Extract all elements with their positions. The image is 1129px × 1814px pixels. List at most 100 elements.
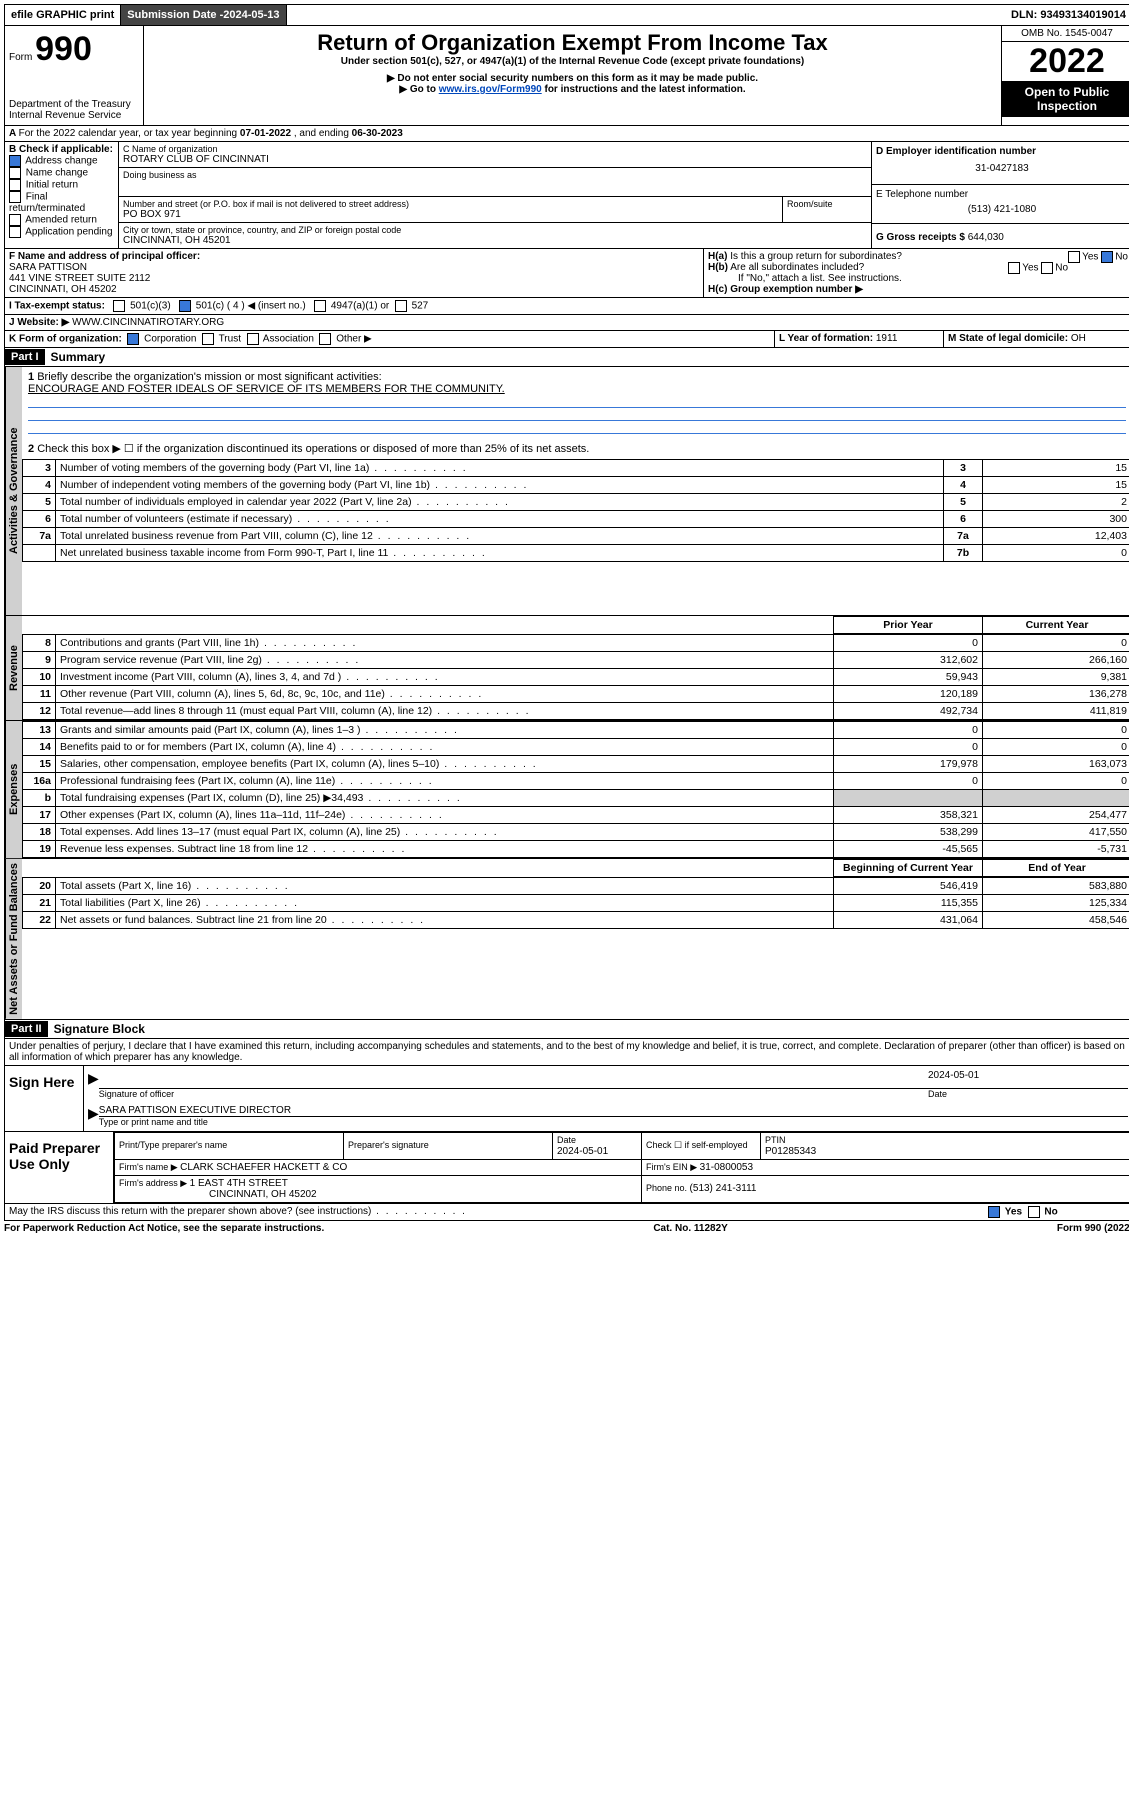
phone-label: E Telephone number <box>876 189 1128 200</box>
chk-application-pending[interactable] <box>9 226 21 238</box>
pra-notice: For Paperwork Reduction Act Notice, see … <box>4 1223 324 1234</box>
chk-discuss-yes[interactable] <box>988 1206 1000 1218</box>
form-header: Form 990 Department of the Treasury Inte… <box>4 26 1129 126</box>
open-public-badge: Open to Public Inspection <box>1002 81 1129 117</box>
vlabel-activities: Activities & Governance <box>5 367 22 615</box>
form-title: Return of Organization Exempt From Incom… <box>148 30 997 56</box>
paid-preparer-label: Paid Preparer Use Only <box>5 1132 114 1203</box>
sig-officer-label: Signature of officer <box>99 1089 920 1099</box>
ein-label: D Employer identification number <box>876 146 1036 157</box>
paid-preparer-block: Paid Preparer Use Only Print/Type prepar… <box>4 1132 1129 1204</box>
state-domicile: OH <box>1071 333 1086 344</box>
part1-header: Part I Summary <box>4 348 1129 367</box>
year-formation: 1911 <box>876 333 898 344</box>
form-number: 990 <box>35 30 92 68</box>
h-a: H(a) Is this a group return for subordin… <box>708 251 1128 262</box>
subtitle-1: Under section 501(c), 527, or 4947(a)(1)… <box>148 56 997 67</box>
box-c: C Name of organization ROTARY CLUB OF CI… <box>119 142 871 248</box>
street-address: PO BOX 971 <box>123 209 778 220</box>
chk-ha-yes[interactable] <box>1068 251 1080 263</box>
city-label: City or town, state or province, country… <box>123 225 867 235</box>
chk-amended[interactable] <box>9 214 21 226</box>
org-name: ROTARY CLUB OF CINCINNATI <box>123 154 867 165</box>
part2-header: Part II Signature Block <box>4 1020 1129 1039</box>
officer-name: SARA PATTISON <box>9 262 699 273</box>
dept-treasury: Department of the Treasury <box>9 99 139 110</box>
table-net-head: Beginning of Current YearEnd of Year <box>22 859 1129 877</box>
chk-other[interactable] <box>319 333 331 345</box>
room-suite: Room/suite <box>782 197 871 222</box>
firm-addr2: CINCINNATI, OH 45202 <box>119 1189 317 1200</box>
type-name-label: Type or print name and title <box>99 1117 1128 1127</box>
officer-addr1: 441 VINE STREET SUITE 2112 <box>9 273 699 284</box>
subtitle-3: ▶ Go to www.irs.gov/Form990 for instruct… <box>148 84 997 95</box>
vlabel-net: Net Assets or Fund Balances <box>5 859 22 1019</box>
vlabel-revenue: Revenue <box>5 616 22 720</box>
q2-label: Check this box ▶ ☐ if the organization d… <box>37 443 589 455</box>
chk-corp[interactable] <box>127 333 139 345</box>
prep-name-label: Print/Type preparer's name <box>119 1140 227 1150</box>
summary-block: Activities & Governance 1 Briefly descri… <box>4 367 1129 616</box>
sig-date-label: Date <box>920 1089 1128 1099</box>
table-activities: 3Number of voting members of the governi… <box>22 459 1129 562</box>
page-footer: For Paperwork Reduction Act Notice, see … <box>4 1221 1129 1236</box>
chk-527[interactable] <box>395 300 407 312</box>
sign-here-label: Sign Here <box>5 1066 84 1131</box>
sign-date: 2024-05-01 <box>920 1070 1128 1089</box>
chk-4947[interactable] <box>314 300 326 312</box>
declaration-text: Under penalties of perjury, I declare th… <box>4 1039 1129 1066</box>
chk-501c[interactable] <box>179 300 191 312</box>
line-j: J Website: ▶ WWW.CINCINNATIROTARY.ORG <box>4 315 1129 331</box>
line-a: A For the 2022 calendar year, or tax yea… <box>4 126 1129 142</box>
form-ref: Form 990 (2022) <box>1057 1223 1129 1234</box>
table-revenue: 8Contributions and grants (Part VIII, li… <box>22 634 1129 720</box>
vlabel-expenses: Expenses <box>5 721 22 858</box>
expenses-block: Expenses 13Grants and similar amounts pa… <box>4 721 1129 859</box>
chk-assoc[interactable] <box>247 333 259 345</box>
chk-501c3[interactable] <box>113 300 125 312</box>
ein-value: 31-0427183 <box>876 157 1128 180</box>
chk-address-change[interactable] <box>9 155 21 167</box>
h-b-note: If "No," attach a list. See instructions… <box>708 273 1128 284</box>
submission-date: Submission Date - 2024-05-13 <box>121 5 286 25</box>
firm-phone: (513) 241-3111 <box>690 1183 757 1194</box>
gross-receipts-value: 644,030 <box>968 232 1004 243</box>
chk-final-return[interactable] <box>9 191 21 203</box>
subtitle-2: ▶ Do not enter social security numbers o… <box>148 73 997 84</box>
officer-name-title: SARA PATTISON EXECUTIVE DIRECTOR <box>99 1105 1128 1117</box>
box-deg: D Employer identification number 31-0427… <box>871 142 1129 248</box>
org-name-label: C Name of organization <box>123 144 867 154</box>
tax-year: 2022 <box>1002 42 1129 81</box>
firm-addr1: 1 EAST 4TH STREET <box>190 1178 288 1189</box>
phone-value: (513) 421-1080 <box>876 200 1128 219</box>
top-bar: efile GRAPHIC print Submission Date - 20… <box>4 4 1129 26</box>
line-klm: K Form of organization: Corporation Trus… <box>4 331 1129 348</box>
box-b: B Check if applicable: Address change Na… <box>5 142 119 248</box>
chk-hb-no[interactable] <box>1041 262 1053 274</box>
form-word: Form <box>9 52 32 63</box>
chk-trust[interactable] <box>202 333 214 345</box>
chk-hb-yes[interactable] <box>1008 262 1020 274</box>
firm-ein: 31-0800053 <box>700 1162 753 1173</box>
officer-addr2: CINCINNATI, OH 45202 <box>9 284 699 295</box>
chk-name-change[interactable] <box>9 167 21 179</box>
dln: DLN: 93493134019014 <box>1005 5 1129 25</box>
officer-label: F Name and address of principal officer: <box>9 251 200 262</box>
officer-block: F Name and address of principal officer:… <box>4 249 1129 298</box>
chk-initial-return[interactable] <box>9 179 21 191</box>
revenue-block: Revenue Prior YearCurrent Year 8Contribu… <box>4 616 1129 721</box>
website-url: WWW.CINCINNATIROTARY.ORG <box>72 317 224 328</box>
h-b: H(b) Are all subordinates included? Yes … <box>708 262 1128 273</box>
dba-label: Doing business as <box>123 170 867 180</box>
chk-ha-no[interactable] <box>1101 251 1113 263</box>
q1-label: Briefly describe the organization's miss… <box>37 371 381 383</box>
omb-number: OMB No. 1545-0047 <box>1002 26 1129 42</box>
irs-link[interactable]: www.irs.gov/Form990 <box>439 84 542 95</box>
cat-no: Cat. No. 11282Y <box>653 1223 727 1234</box>
may-discuss-row: May the IRS discuss this return with the… <box>4 1204 1129 1221</box>
line-i: I Tax-exempt status: 501(c)(3) 501(c) ( … <box>4 298 1129 315</box>
chk-discuss-no[interactable] <box>1028 1206 1040 1218</box>
table-revenue-head: Prior YearCurrent Year <box>22 616 1129 634</box>
identity-block: B Check if applicable: Address change Na… <box>4 142 1129 249</box>
gross-receipts-label: G Gross receipts $ <box>876 232 968 243</box>
